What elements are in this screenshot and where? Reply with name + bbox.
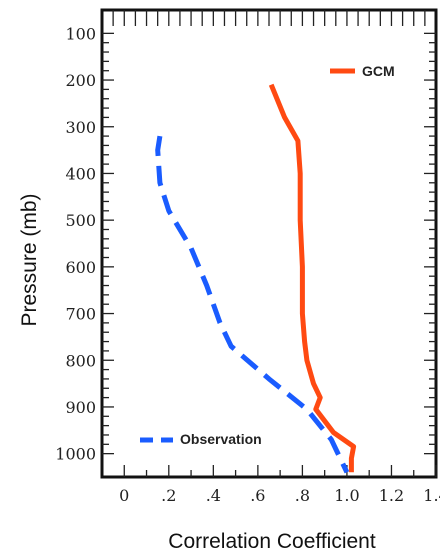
series-line-gcm xyxy=(268,83,357,473)
y-tick-label: 1000 xyxy=(55,445,96,464)
legend-observation-label: Observation xyxy=(180,431,262,447)
y-axis-ticks: 100 200 300 400 500 600 700 800 900 1000 xyxy=(55,24,436,464)
y-tick-label: 900 xyxy=(65,398,96,417)
y-tick-label: 500 xyxy=(65,211,96,230)
x-tick-label: 1.2 xyxy=(379,486,404,505)
y-tick-label: 300 xyxy=(65,118,96,137)
y-tick-label: 800 xyxy=(65,351,96,370)
y-tick-label: 600 xyxy=(65,258,96,277)
series-layer xyxy=(155,83,357,474)
x-tick-label: 1.4 xyxy=(423,486,440,505)
legend-gcm-label: GCM xyxy=(362,63,395,79)
y-tick-label: 700 xyxy=(65,305,96,324)
x-tick-label: .8 xyxy=(295,486,310,505)
x-tick-label: .4 xyxy=(206,486,221,505)
y-tick-label: 100 xyxy=(65,24,96,43)
x-tick-label: .2 xyxy=(161,486,176,505)
y-tick-label: 200 xyxy=(65,71,96,90)
y-axis-title: Pressure (mb) xyxy=(18,193,41,326)
x-tick-label: .6 xyxy=(250,486,265,505)
x-tick-label: 1.0 xyxy=(334,486,359,505)
series-line-observation xyxy=(155,135,350,474)
y-tick-label: 400 xyxy=(65,164,96,183)
plot-frame xyxy=(100,8,438,479)
x-tick-label: 0 xyxy=(119,486,129,505)
x-axis-ticks: 0 .2 .4 .6 .8 1.0 1.2 1.4 xyxy=(112,10,440,505)
x-axis-title: Correlation Coefficient xyxy=(168,530,376,553)
